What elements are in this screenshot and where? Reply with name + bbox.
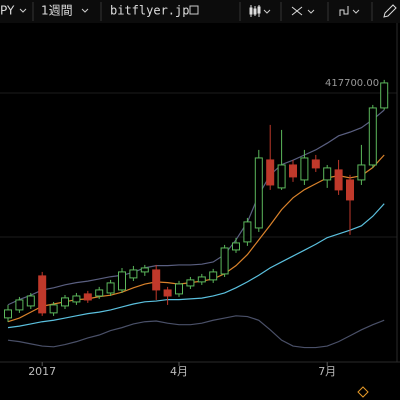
candle-body (26, 295, 35, 307)
candle-body (175, 283, 183, 295)
draw-icon[interactable] (383, 4, 397, 18)
candle-body (346, 179, 354, 201)
candle-body (106, 282, 115, 294)
candle-body (118, 271, 126, 291)
candle-body (209, 271, 218, 281)
indicator-icon[interactable] (291, 6, 315, 16)
candle-body (61, 297, 69, 307)
compare-icon[interactable] (339, 6, 360, 16)
indicator-line (7, 154, 385, 323)
candle-body (38, 275, 47, 314)
candle-body (15, 299, 24, 311)
candle-body (323, 167, 332, 181)
dropdown-arrow (81, 8, 89, 13)
interval[interactable]: 1週間 (41, 4, 73, 18)
candle-body (311, 159, 320, 169)
symbol[interactable]: PY (0, 4, 15, 18)
candle-body (277, 164, 286, 189)
external-icon[interactable] (189, 5, 199, 15)
candle-body (243, 221, 252, 243)
source[interactable]: bitflyer.jp (110, 4, 189, 18)
plot (4, 79, 389, 349)
candle-body (49, 304, 58, 314)
last-price-label: 417700.00 (325, 78, 379, 89)
candle-body (232, 242, 240, 251)
event-marker[interactable] (357, 386, 369, 398)
candle-body (72, 295, 81, 303)
candle-body (300, 157, 309, 181)
candle-body (368, 107, 377, 166)
candle-body (266, 159, 275, 186)
candle-body (152, 269, 161, 291)
candle-body (186, 279, 195, 287)
candle-body (289, 164, 297, 178)
indicator-line (7, 315, 385, 349)
candle-body (4, 309, 12, 319)
dropdown-arrow (19, 8, 27, 13)
candle-body (357, 164, 366, 181)
x-tick-label: 7月 (318, 365, 336, 378)
candle-body (83, 293, 92, 301)
candle-type-icon[interactable] (249, 5, 271, 17)
candle-body (334, 169, 343, 191)
candle-body (129, 269, 138, 279)
candle-body (163, 289, 172, 297)
candle-body (140, 267, 149, 273)
x-tick-label: 4月 (170, 365, 188, 378)
candle-body (254, 157, 263, 229)
candle-body (380, 82, 389, 109)
x-tick-label: 2017 (28, 365, 56, 378)
candle-body (95, 289, 104, 297)
candle-body (197, 276, 206, 283)
candle-body (220, 247, 229, 275)
indicator-line (7, 109, 385, 306)
indicator-line (7, 203, 385, 329)
toolbar (0, 0, 400, 23)
